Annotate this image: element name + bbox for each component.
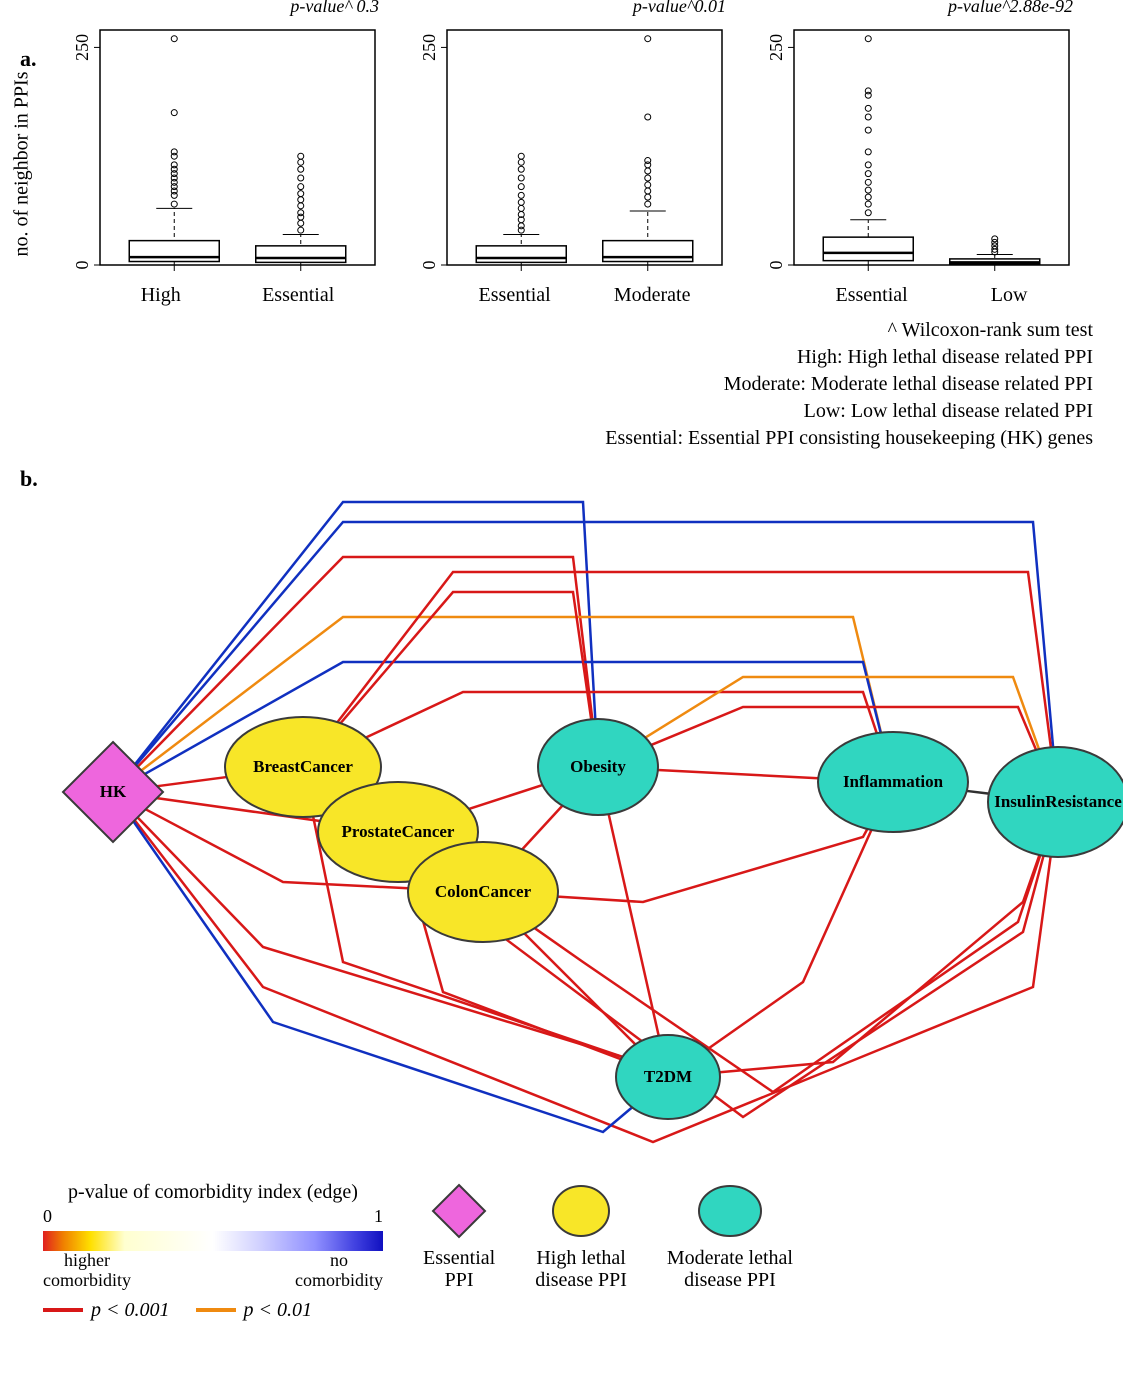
svg-text:0: 0 — [766, 261, 786, 270]
panel-b: b. HK BreastCancer ProstateCancer ColonCanc… — [20, 462, 1123, 1322]
category-label: Essential — [479, 284, 551, 307]
pvalue-label: p-value^0.01 — [633, 0, 726, 17]
line-swatch-red — [43, 1308, 83, 1312]
category-labels: Essential Moderate — [397, 284, 722, 307]
node-key-moderate-label: Moderate lethal disease PPI — [667, 1247, 793, 1291]
line-keys: p < 0.001 p < 0.01 — [43, 1299, 383, 1322]
edge-CC-OB — [522, 806, 562, 850]
edge-OB-INF — [658, 770, 818, 778]
pvalue-label: p-value^ 0.3 — [290, 0, 379, 17]
edge-CC-INF — [558, 829, 868, 902]
node-label-INF: Inflammation — [843, 772, 944, 791]
node-label-BC: BreastCancer — [253, 757, 353, 776]
category-labels: High Essential — [50, 284, 375, 307]
node-label-OB: Obesity — [570, 757, 626, 776]
svg-text:250: 250 — [766, 34, 786, 61]
gradient-right-label: no comorbidity — [295, 1251, 383, 1291]
edge-HK-OB — [135, 502, 595, 764]
panel-a-label: a. — [20, 20, 50, 72]
category-labels: Essential Low — [744, 284, 1069, 307]
y-axis-label: no. of neighbor in PPIs — [11, 71, 34, 256]
gradient-ticks: 0 1 — [43, 1206, 383, 1227]
svg-text:250: 250 — [72, 34, 92, 61]
edge-HK-BC — [157, 777, 226, 786]
edge-PC-OB — [469, 785, 542, 809]
node-label-T2DM: T2DM — [644, 1067, 692, 1086]
gradient-title: p-value of comorbidity index (edge) — [43, 1181, 383, 1204]
legend-line: High: High lethal disease related PPI — [20, 344, 1093, 371]
edge-HK-IR — [135, 820, 1051, 1142]
boxplot-2: p-value^2.88e-920250EssentialLow — [744, 20, 1077, 307]
category-label: Moderate — [614, 284, 691, 307]
gradient-legend-block: p-value of comorbidity index (edge) 0 1 … — [43, 1181, 383, 1322]
node-key-high-label: High lethal disease PPI — [535, 1247, 627, 1291]
edge-OB-T2DM — [609, 814, 659, 1035]
node-key-high: High lethal disease PPI — [535, 1181, 627, 1291]
gradient-bar — [43, 1231, 383, 1251]
network-diagram: HK BreastCancer ProstateCancer ColonCancer O… — [43, 462, 1123, 1162]
svg-text:0: 0 — [72, 261, 92, 270]
edge-CC-T2DM — [525, 934, 636, 1045]
line-swatch-orange — [196, 1308, 236, 1312]
boxplot-1: p-value^0.010250EssentialModerate — [397, 20, 730, 307]
edge-T2DM-IR — [720, 855, 1040, 1072]
category-label: Essential — [262, 284, 334, 307]
svg-text:250: 250 — [419, 34, 439, 61]
boxplot-row: p-value^ 0.3no. of neighbor in PPIs0250H… — [50, 20, 1123, 307]
edge-BC-OB — [341, 592, 592, 723]
legend-line: Low: Low lethal disease related PPI — [20, 398, 1093, 425]
node-label-IR: InsulinResistance — [994, 792, 1122, 811]
category-label: Low — [991, 284, 1028, 307]
panel-a-legend: ^ Wilcoxon-rank sum testHigh: High letha… — [20, 317, 1093, 452]
network-wrap: HK BreastCancer ProstateCancer ColonCancer O… — [43, 462, 1123, 1322]
node-label-CC: ColonCancer — [435, 882, 532, 901]
edge-OB-IR — [645, 677, 1039, 749]
boxplot-0: p-value^ 0.3no. of neighbor in PPIs0250H… — [50, 20, 383, 307]
line-key-red-label: p < 0.001 — [91, 1299, 170, 1322]
gradient-tick-0: 0 — [43, 1206, 52, 1227]
panel-a: a. p-value^ 0.3no. of neighbor in PPIs02… — [20, 20, 1123, 307]
legend-line: ^ Wilcoxon-rank sum test — [20, 317, 1093, 344]
legend-line: Moderate: Moderate lethal disease relate… — [20, 371, 1093, 398]
panel-b-label: b. — [20, 462, 43, 492]
panel-b-legend: p-value of comorbidity index (edge) 0 1 … — [43, 1181, 1123, 1322]
pvalue-label: p-value^2.88e-92 — [948, 0, 1073, 17]
boxplot-svg: 0 250 — [744, 20, 1077, 275]
node-key-essential: Essential PPI — [423, 1181, 495, 1291]
node-key-moderate: Moderate lethal disease PPI — [667, 1181, 793, 1291]
edge-INF-IR — [967, 791, 989, 794]
node-key-essential-label: Essential PPI — [423, 1247, 495, 1291]
ellipse-yellow-icon — [549, 1181, 613, 1241]
edge-BC-IR — [337, 572, 1050, 747]
legend-line: Essential: Essential PPI consisting hous… — [20, 425, 1093, 452]
line-key-orange-label: p < 0.01 — [244, 1299, 313, 1322]
svg-text:0: 0 — [419, 261, 439, 270]
edge-T2DM-INF — [707, 830, 871, 1050]
node-label-HK: HK — [100, 782, 127, 801]
diamond-icon — [429, 1181, 489, 1241]
gradient-left-label: higher comorbidity — [43, 1251, 131, 1291]
boxplot-svg: 0 250 — [50, 20, 383, 275]
category-label: High — [141, 284, 181, 307]
line-key-orange: p < 0.01 — [196, 1299, 313, 1322]
gradient-axis-labels: higher comorbidity no comorbidity — [43, 1251, 383, 1291]
boxplot-svg: 0 250 — [397, 20, 730, 275]
node-label-PC: ProstateCancer — [342, 822, 455, 841]
ellipse-cyan-icon — [695, 1181, 765, 1241]
gradient-tick-1: 1 — [374, 1206, 383, 1227]
line-key-red: p < 0.001 — [43, 1299, 170, 1322]
category-label: Essential — [836, 284, 908, 307]
